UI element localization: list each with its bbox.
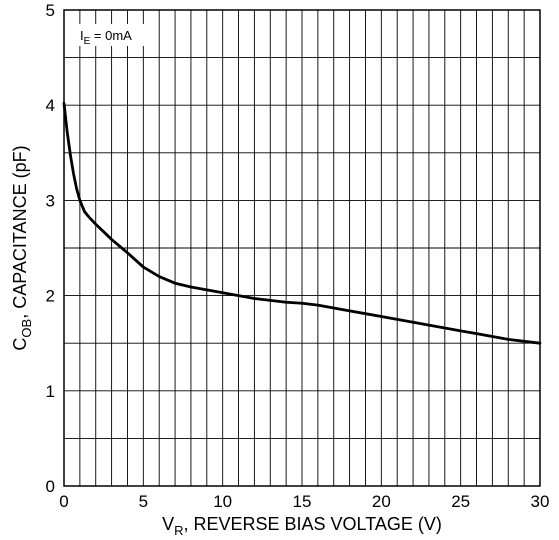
x-tick-label: 10 [213,492,232,511]
annotation-box [77,24,157,46]
x-tick-label: 30 [531,492,550,511]
plot-frame [63,9,541,487]
x-tick-label: 20 [372,492,391,511]
y-tick-label: 0 [46,477,55,496]
axis-tick-labels: 0 5 10 15 20 25 30 0 1 2 3 4 5 [46,1,550,511]
capacitance-curve [62,101,542,345]
x-tick-label: 5 [139,492,148,511]
x-tick-label: 0 [59,492,68,511]
y-tick-label: 5 [46,1,55,20]
y-tick-label: 4 [46,96,55,115]
x-tick-label: 25 [451,492,470,511]
annotation-label: IE = 0mA [80,28,132,47]
y-tick-label: 1 [46,382,55,401]
y-tick-label: 3 [46,191,55,210]
chart-grid [63,9,541,487]
y-tick-label: 2 [46,287,55,306]
x-axis-label: VR, REVERSE BIAS VOLTAGE (V) [162,514,442,538]
x-tick-label: 15 [293,492,312,511]
y-axis-label: COB, CAPACITANCE (pF) [10,145,34,350]
